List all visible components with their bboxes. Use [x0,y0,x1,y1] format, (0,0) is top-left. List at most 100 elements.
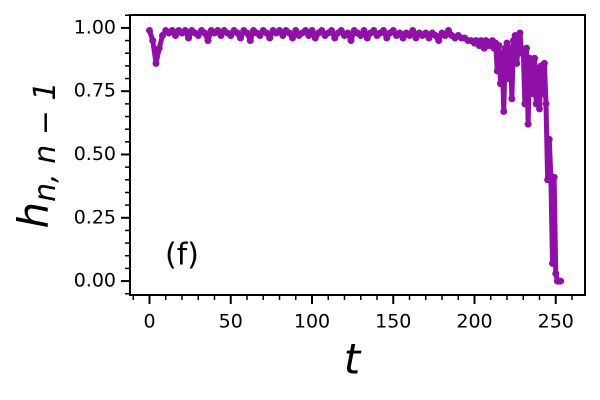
data-point [513,59,521,67]
data-point [531,54,539,62]
data-point [550,173,558,181]
data-point [292,26,300,34]
data-point [503,39,511,47]
data-point [557,277,565,285]
data-point [311,34,319,42]
data-point [237,34,244,42]
data-point [243,29,251,37]
data-point [380,26,387,34]
data-point [155,44,163,52]
data-point [552,269,560,277]
y-tick-label: 0.00 [74,270,116,292]
data-point [279,32,287,40]
data-point [409,26,417,34]
data-point [399,34,407,42]
data-point [532,100,540,108]
data-point [389,26,397,34]
data-point [523,44,530,52]
data-point [266,34,274,42]
data-point [542,100,550,108]
data-point [435,37,443,45]
data-point [305,32,313,40]
data-point [172,32,179,40]
y-axis-label-sub: n, n − 1 [28,81,63,201]
y-tick-label: 0.75 [74,80,116,102]
data-point [540,59,548,67]
data-point [508,95,516,103]
data-point [545,135,553,143]
data-point [406,32,413,40]
data-point [194,32,202,40]
data-point [227,32,235,40]
data-point [505,75,513,83]
data-point [527,67,535,75]
data-point [289,34,296,42]
data-point [357,32,365,40]
data-point [441,32,449,40]
data-point [412,34,420,42]
data-point [204,37,212,45]
data-point [347,37,355,45]
data-point [302,26,309,34]
y-axis-label: hn, n − 1 [9,81,63,228]
data-point [383,34,391,42]
x-tick-label: 0 [143,311,155,333]
data-point [337,26,345,34]
data-point [285,29,293,37]
data-point [185,34,192,42]
data-point [498,49,506,57]
y-axis-label-main: h [9,202,58,229]
data-point [256,32,264,40]
data-point [529,90,537,98]
data-point [506,44,514,52]
x-tick-label: 150 [375,311,411,333]
data-point [432,32,439,40]
data-point [246,37,254,45]
data-point [445,26,452,34]
data-point [276,26,283,34]
data-point [549,259,556,267]
x-tick-label: 250 [538,311,574,333]
data-point [331,34,339,42]
x-tick-label: 100 [294,311,330,333]
data-point [318,26,326,34]
data-point [344,29,352,37]
plot-frame [129,14,586,296]
data-point [328,26,335,34]
data-point [422,29,430,37]
data-point [396,29,404,37]
data-point [497,80,504,88]
data-point [516,29,524,37]
data-point [263,29,270,37]
x-axis-label: t [344,335,362,384]
data-point [201,29,209,37]
data-point [168,26,176,34]
annotation: (f) [165,237,199,272]
data-point [360,26,368,34]
data-point [308,26,316,34]
data-point [181,26,189,34]
data-point [524,120,532,128]
y-tick-label: 0.25 [74,206,116,228]
data-point [521,100,529,108]
data-point [363,34,371,42]
y-tick-label: 1.00 [74,16,116,38]
data-point [233,29,241,37]
data-point [514,42,522,50]
data-point [526,54,534,62]
y-tick-label: 0.50 [74,143,116,165]
data-point [159,32,166,40]
data-point [370,26,378,34]
data-point [146,26,153,34]
x-tick-label: 50 [219,311,243,333]
data-point [539,90,547,98]
data-point [495,42,503,50]
data-point [217,32,225,40]
data-point [152,59,160,67]
data-point [149,37,157,45]
data-point [214,26,222,34]
x-tick-label: 200 [456,311,492,333]
data-point [493,67,501,75]
data-point [500,107,508,115]
